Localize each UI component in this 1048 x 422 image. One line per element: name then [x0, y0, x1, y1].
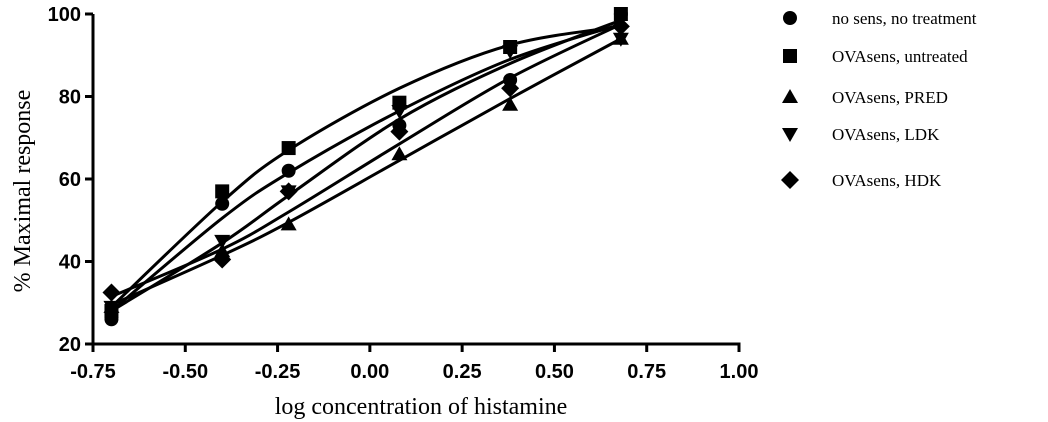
legend-marker	[783, 49, 797, 63]
y-tick-label: 40	[59, 252, 81, 274]
data-point-series-4	[391, 104, 408, 119]
x-tick-label: 0.75	[627, 361, 666, 383]
fit-curves	[110, 18, 622, 313]
data-point-series-2	[281, 141, 296, 156]
x-tick-label: 1.00	[720, 361, 759, 383]
x-tick-label: 0.50	[535, 361, 574, 383]
data-point-series-3	[502, 96, 519, 111]
data-point-series-4	[214, 234, 231, 249]
y-axis-title: % Maximal response	[10, 90, 36, 293]
data-point-series-6	[390, 122, 409, 141]
x-tick-label: -0.25	[255, 361, 301, 383]
y-tick-label: 100	[48, 4, 81, 26]
data-point-series-6	[501, 79, 520, 98]
legend-label: no sens, no treatment	[832, 9, 977, 28]
legend-label: OVAsens, LDK	[832, 125, 940, 144]
data-point-series-4	[612, 32, 629, 47]
data-point-series-3	[214, 243, 231, 258]
data-point-series-6	[279, 182, 298, 201]
x-tick-label: -0.50	[162, 361, 208, 383]
data-point-series-4	[103, 300, 120, 315]
fit-curve-series-1	[110, 22, 622, 313]
legend-marker	[782, 128, 798, 142]
axes: -0.75 -0.50 -0.25 0.00 0.25 0.50 0.75 1.00 20 40 6…	[48, 4, 759, 383]
legend-label: OVAsens, HDK	[832, 171, 942, 190]
legend-label: OVAsens, PRED	[832, 88, 948, 107]
legend-marker	[781, 171, 799, 189]
data-point-series-2	[613, 7, 628, 21]
legend-marker	[783, 11, 797, 25]
fit-curve-series-3	[110, 37, 622, 307]
data-point-series-4	[502, 45, 519, 60]
x-tick-label: 0.25	[443, 361, 482, 383]
legend: no sens, no treatment OVAsens, untreated O…	[781, 9, 977, 190]
data-point-series-6	[102, 283, 121, 302]
data-point-series-1	[215, 196, 230, 211]
legend-marker	[782, 89, 798, 103]
data-point-series-3	[391, 146, 408, 161]
data-point-series-1	[281, 163, 296, 178]
x-tick-label: -0.75	[70, 361, 116, 383]
legend-label: OVAsens, untreated	[832, 47, 968, 66]
x-tick-label: 0.00	[350, 361, 389, 383]
data-point-series-3	[280, 216, 297, 231]
x-axis-title: log concentration of histamine	[275, 394, 568, 420]
data-point-series-2	[215, 184, 230, 199]
y-tick-label: 60	[59, 169, 81, 191]
y-tick-label: 80	[59, 87, 81, 109]
data-point-series-6	[611, 17, 630, 36]
fit-curve-series-2	[110, 24, 622, 308]
fit-curve-series-6	[110, 22, 622, 298]
fit-curve-series-4	[110, 18, 622, 313]
y-tick-label: 20	[59, 334, 81, 356]
data-markers	[102, 7, 630, 327]
data-point-series-6	[213, 250, 232, 269]
